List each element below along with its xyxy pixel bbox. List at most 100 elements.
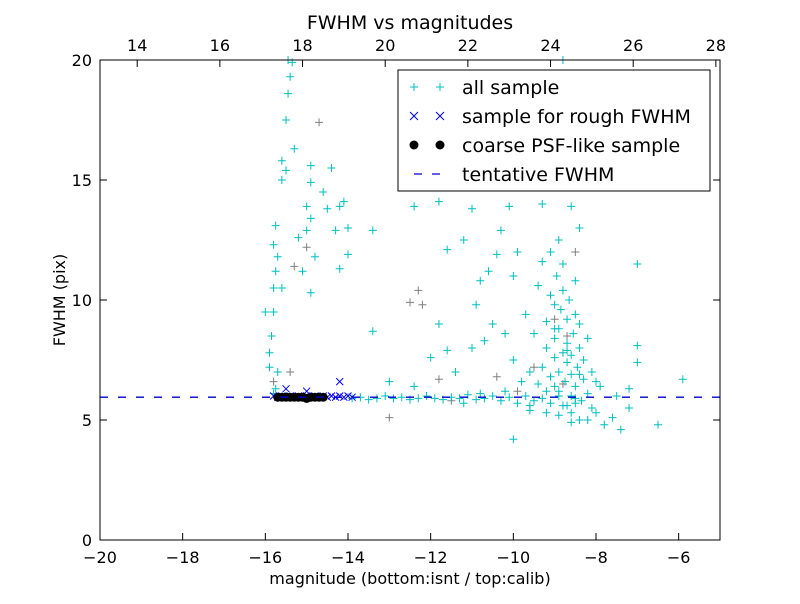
legend-label-all-sample: all sample <box>462 77 559 99</box>
plus-point <box>583 416 592 424</box>
plus-point <box>306 178 315 187</box>
plus-point <box>271 221 280 230</box>
plus-point <box>443 346 452 355</box>
plus-point <box>678 375 687 384</box>
plus-point <box>269 308 278 316</box>
plus-point <box>406 298 414 307</box>
top-x-tick-label: 22 <box>458 36 478 55</box>
plus-point <box>579 356 588 364</box>
plus-point <box>579 375 588 384</box>
plus-point <box>517 377 526 386</box>
plus-point <box>468 204 476 213</box>
plus-point <box>459 399 468 408</box>
plus-point <box>368 327 377 336</box>
plus-point <box>592 408 600 417</box>
plus-point <box>558 260 567 268</box>
plus-point <box>575 344 584 352</box>
plus-point <box>468 344 476 352</box>
top-x-tick-label: 18 <box>292 36 312 55</box>
legend-marker-rough-fwhm <box>409 111 445 121</box>
x-tick-label: −20 <box>83 548 117 567</box>
plus-point <box>389 394 398 403</box>
plus-point <box>625 404 634 412</box>
plus-point <box>542 317 551 326</box>
top-x-tick-label: 14 <box>127 36 147 55</box>
plus-point <box>608 413 617 422</box>
plus-point <box>335 264 344 273</box>
plus-point <box>550 353 559 362</box>
plus-point <box>633 341 642 350</box>
plus-point <box>513 399 522 408</box>
plus-point <box>625 384 634 393</box>
plus-point <box>443 245 452 254</box>
plus-point <box>410 382 419 391</box>
plus-point <box>290 262 299 271</box>
plus-point <box>327 164 336 172</box>
plus-point <box>414 394 423 403</box>
plus-point <box>587 368 596 376</box>
top-x-tick-label: 16 <box>210 36 230 55</box>
plus-point <box>567 392 576 400</box>
top-x-tick-label: 24 <box>540 36 560 55</box>
plus-point <box>269 377 278 386</box>
legend-label-rough-fwhm: sample for rough FWHM <box>462 106 691 128</box>
plus-point <box>265 363 274 372</box>
plus-point <box>455 394 464 403</box>
y-tick-label: 20 <box>72 51 92 70</box>
x-tick-label: −16 <box>248 548 282 567</box>
plus-point <box>434 197 443 206</box>
plus-point <box>567 418 576 427</box>
plus-point <box>273 252 282 261</box>
plus-point <box>306 288 315 297</box>
legend: all sample sample for rough FWHM coarse … <box>397 69 711 192</box>
chart-title: FWHM vs magnitudes <box>307 12 513 34</box>
plus-point <box>492 250 501 259</box>
plus-point <box>472 300 481 309</box>
plus-point <box>575 416 584 424</box>
plus-point <box>277 156 286 165</box>
plus-point <box>565 296 574 304</box>
top-x-tick-label: 20 <box>375 36 395 55</box>
plus-point <box>298 267 307 276</box>
plus-point <box>426 353 435 362</box>
plus-point <box>484 267 493 276</box>
plus-point <box>282 166 290 175</box>
plus-point <box>600 420 609 429</box>
x-tick-label: −18 <box>166 548 200 567</box>
plus-point <box>538 257 547 266</box>
x-point <box>282 384 290 393</box>
plus-point <box>577 396 586 405</box>
plus-point <box>381 392 390 400</box>
plus-point <box>587 404 596 412</box>
plus-point <box>575 370 584 379</box>
plus-point <box>284 89 293 98</box>
plus-point <box>583 334 592 343</box>
plus-point <box>567 351 576 360</box>
x-tick-label: −12 <box>414 548 448 567</box>
plus-point <box>294 233 303 242</box>
plus-point <box>513 248 522 256</box>
y-axis-label: FWHM (pix) <box>50 254 69 347</box>
plus-point <box>534 281 543 290</box>
plus-point <box>451 368 460 376</box>
plus-point <box>521 310 530 319</box>
plus-point <box>546 372 555 381</box>
plus-point <box>385 377 394 386</box>
y-tick-label: 0 <box>82 531 92 550</box>
plus-point <box>496 396 505 405</box>
plus-point <box>459 236 468 244</box>
plus-point <box>385 413 394 422</box>
plus-point <box>563 339 572 348</box>
plus-point <box>554 236 563 244</box>
top-x-tick-label: 26 <box>623 36 643 55</box>
plus-point <box>550 382 559 391</box>
plus-point <box>654 420 662 429</box>
plus-point <box>563 358 572 367</box>
plus-point <box>315 118 324 127</box>
plus-point <box>505 202 514 211</box>
plus-point <box>430 394 439 403</box>
top-x-tick-label: 28 <box>706 36 726 55</box>
plus-point <box>265 348 274 357</box>
plus-point <box>616 425 625 434</box>
plus-point <box>575 320 584 328</box>
